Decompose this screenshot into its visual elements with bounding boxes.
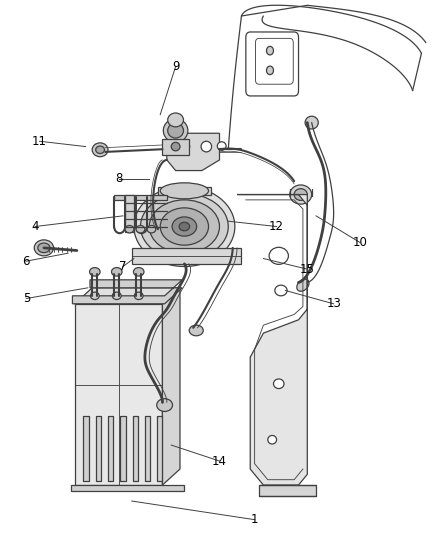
Ellipse shape [140, 193, 228, 260]
Text: 7: 7 [119, 260, 127, 273]
Ellipse shape [179, 222, 189, 231]
Ellipse shape [111, 268, 122, 276]
Ellipse shape [189, 325, 203, 336]
Ellipse shape [274, 285, 286, 296]
Text: 14: 14 [212, 455, 226, 467]
Polygon shape [157, 416, 162, 481]
Ellipse shape [266, 46, 273, 55]
Polygon shape [95, 416, 101, 481]
Ellipse shape [125, 225, 134, 233]
Polygon shape [74, 288, 180, 304]
Ellipse shape [136, 225, 145, 233]
FancyBboxPatch shape [245, 32, 298, 96]
Ellipse shape [134, 187, 234, 266]
Ellipse shape [147, 225, 155, 233]
Polygon shape [166, 133, 219, 171]
Ellipse shape [34, 240, 53, 256]
Polygon shape [72, 280, 182, 304]
Text: 5: 5 [23, 292, 30, 305]
Ellipse shape [273, 379, 283, 389]
Ellipse shape [268, 247, 288, 264]
Text: 6: 6 [22, 255, 30, 268]
Ellipse shape [38, 243, 50, 253]
Text: 8: 8 [115, 172, 122, 185]
Ellipse shape [133, 268, 144, 276]
Polygon shape [131, 248, 241, 264]
Ellipse shape [201, 141, 211, 152]
Polygon shape [162, 139, 188, 155]
Ellipse shape [163, 119, 187, 142]
Ellipse shape [134, 292, 143, 300]
Text: 9: 9 [171, 60, 179, 73]
Ellipse shape [179, 141, 189, 152]
Ellipse shape [267, 435, 276, 444]
Polygon shape [132, 416, 138, 481]
Ellipse shape [167, 123, 183, 138]
Ellipse shape [90, 292, 99, 300]
Text: 13: 13 [325, 297, 340, 310]
Ellipse shape [149, 200, 219, 253]
Ellipse shape [156, 399, 172, 411]
Text: 4: 4 [31, 220, 39, 233]
Text: 12: 12 [268, 220, 283, 233]
Polygon shape [74, 304, 162, 485]
Polygon shape [83, 416, 88, 481]
Ellipse shape [160, 208, 208, 245]
Ellipse shape [92, 143, 108, 157]
Ellipse shape [160, 183, 208, 199]
Polygon shape [158, 187, 210, 195]
Text: 15: 15 [299, 263, 314, 276]
Ellipse shape [296, 279, 308, 291]
Polygon shape [71, 485, 183, 491]
Text: 11: 11 [32, 135, 47, 148]
Polygon shape [258, 485, 315, 496]
Ellipse shape [171, 142, 180, 151]
Polygon shape [114, 195, 166, 200]
Ellipse shape [167, 113, 183, 127]
Ellipse shape [89, 268, 100, 276]
Polygon shape [125, 195, 134, 232]
Ellipse shape [172, 217, 196, 236]
Polygon shape [145, 416, 150, 481]
Ellipse shape [112, 292, 121, 300]
Ellipse shape [293, 189, 307, 200]
FancyBboxPatch shape [255, 38, 293, 84]
Polygon shape [108, 416, 113, 481]
Ellipse shape [95, 146, 104, 154]
Polygon shape [237, 195, 307, 485]
Polygon shape [162, 288, 180, 485]
Polygon shape [120, 416, 125, 481]
Ellipse shape [289, 185, 311, 204]
Text: 10: 10 [352, 236, 367, 249]
Ellipse shape [266, 66, 273, 75]
Text: 1: 1 [250, 513, 258, 526]
Ellipse shape [217, 142, 226, 150]
Ellipse shape [304, 116, 318, 129]
